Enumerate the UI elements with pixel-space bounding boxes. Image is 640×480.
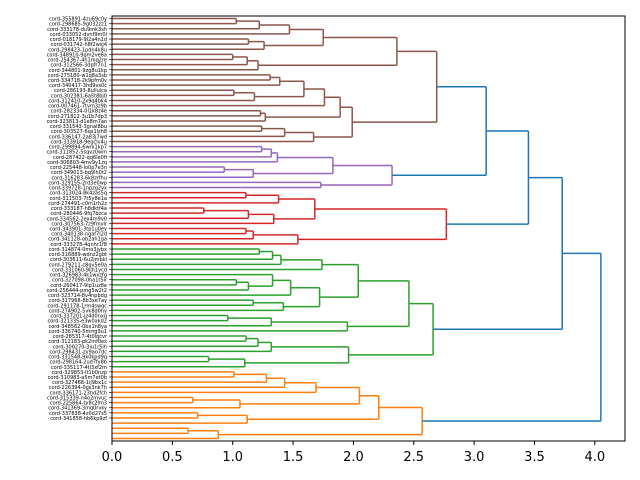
x-tick-label: 2.5 (403, 450, 424, 465)
leaf-label: cord-300270-3iu1r5lh (53, 344, 107, 350)
leaf-label: cord-335117-4tl3xf2m (51, 365, 107, 371)
dendrogram-links (112, 17, 602, 440)
leaf-label: cord-336171-23hd2fch (50, 390, 107, 396)
leaf-label: cord-271812-3u1b7dp3 (48, 114, 107, 120)
leaf-label: cord-225448-lo0p7e3n (50, 165, 107, 171)
leaf-labels: cord-355891-4zu69c0ycord-298685-9g032zz1… (47, 17, 112, 422)
x-tick-label: 2.0 (343, 450, 364, 465)
x-tick-label: 1.0 (222, 450, 243, 465)
leaf-label: cord-314874-0mo3jybx (49, 247, 107, 253)
leaf-label: cord-313024-8k4zas5q (49, 191, 107, 197)
leaf-label: cord-280446-9fq7bzca (50, 211, 107, 217)
leaf-label: cord-275180-w1q8a3sb (48, 73, 107, 79)
leaf-label: cord-310983-a5m7et0b (48, 375, 107, 381)
leaf-label: cord-341858-hb6kp9zf (50, 416, 107, 422)
leaf-label: cord-327098-0ha1t5ir (52, 278, 108, 284)
leaf-label: cord-299894-6wrx1kp7 (49, 145, 107, 151)
leaf-label: cord-279211-c8qv5e0a (49, 262, 107, 268)
leaf-label: cord-321335-e3w0akd2 (48, 319, 108, 325)
x-tick-label: 3.0 (464, 450, 485, 465)
leaf-label: cord-274491-c0m1rh2z (48, 201, 107, 207)
leaf-label: cord-344801-9zg8u1kp (49, 68, 107, 74)
leaf-label: cord-031742-h8f2wsj4 (51, 42, 107, 48)
leaf-label: cord-225864-ty8c2lm3 (50, 401, 107, 407)
leaf-label: cord-317968-8b3xe7ay (49, 298, 107, 304)
leaf-label: cord-334562-2ex4m9v0 (47, 216, 107, 222)
leaf-label: cord-285317-4t0lqcvr (53, 334, 108, 340)
leaf-label: cord-287422-qq6le0fi (53, 155, 107, 161)
leaf-label: cord-033052-dvnf9m0l (50, 32, 107, 38)
leaf-label: cord-226394-0gs3nk7h (49, 385, 107, 391)
leaf-label: cord-315339-n4o2mvuc (47, 395, 107, 401)
leaf-label: cord-327468-1ij9bx1c (52, 380, 107, 386)
leaf-label: cord-307563-7z9fmvlr (51, 221, 108, 227)
leaf-label: cord-348562-0bx1n8ya (48, 324, 107, 330)
leaf-label: cord-340138-ngaf7l2d (51, 232, 107, 238)
x-tick-label: 4.0 (584, 450, 605, 465)
leaf-label: cord-298431-zy9ao7dc (49, 349, 107, 355)
leaf-label: cord-331543-3gnal8bu (50, 124, 107, 130)
leaf-label: cord-337838-4z0d27s5 (49, 411, 107, 417)
leaf-label: cord-298164-2ud7fy8b (50, 360, 107, 366)
leaf-label: cord-260417-9lp1uz8e (50, 283, 107, 289)
leaf-label: cord-007461-7tvm3z9b (48, 104, 107, 110)
leaf-label: cord-341128-ob2ah1ga (48, 237, 107, 243)
leaf-label: cord-312183-pk2mf0ex (48, 339, 107, 345)
leaf-label: cord-331060-9ljh1ycd (52, 267, 107, 273)
x-tick-label: 1.5 (283, 450, 304, 465)
leaf-label: cord-348910-9qm2ve6a (47, 52, 107, 58)
leaf-label: cord-329155-2rd3e0wp (48, 180, 107, 186)
leaf-label: cord-333178-du9mk3sh (47, 27, 107, 33)
leaf-label: cord-311852-5sqvz0wm (47, 150, 107, 156)
leaf-label: cord-339728-1npzg2vx (49, 186, 107, 192)
x-tick-label: 3.5 (524, 450, 545, 465)
leaf-label: cord-282334-0l1k8z4e (51, 109, 107, 115)
leaf-label: cord-340417-3hd9vs0c (49, 83, 107, 89)
leaf-label: cord-341369-3mq0rvky (48, 406, 107, 412)
leaf-label: cord-302381-6a5t8bj0 (51, 93, 107, 99)
leaf-label: cord-312410-2x9q4bk4 (48, 98, 107, 104)
leaf-label: cord-333187-h8dktf4a (51, 206, 107, 212)
leaf-label: cord-331548-9x0kpd9q (48, 355, 107, 361)
leaf-label: cord-337201-jz4d0nxq (51, 314, 108, 320)
leaf-label: cord-349013-bq9lh0t2 (51, 170, 107, 176)
leaf-label: cord-303527-6qs1lzh8 (51, 129, 107, 135)
leaf-label: cord-355891-4zu69c0y (49, 17, 107, 23)
leaf-label: cord-323813-d1e8m7ao (47, 119, 107, 125)
leaf-label: cord-286193-8ulluica (54, 88, 107, 94)
leaf-label: cord-326983-4k1wxzfg (49, 273, 107, 279)
leaf-label: cord-018179-9l2a4n1d (50, 37, 107, 43)
leaf-label: cord-333278-4qnhr1f8 (50, 242, 107, 248)
x-axis: 0.0 0.5 1.0 1.5 2.0 2.5 3.0 3.5 4.0 (102, 441, 605, 465)
leaf-label: cord-334718-2k9pfm0v (48, 78, 107, 84)
leaf-label: cord-312566-3dpfr7n1 (50, 63, 107, 69)
leaf-label: cord-336740-5mrrg9u1 (49, 329, 107, 335)
leaf-label: cord-291178-1rm4swqc (48, 303, 108, 309)
leaf-label: cord-298423-1pdn4k8u (48, 47, 107, 53)
leaf-label: cord-323714-8v4npbdg (48, 293, 107, 299)
leaf-label: cord-311503-7t5y8e1a (50, 196, 107, 202)
leaf-label: cord-274902-5vk8d0hy (49, 308, 107, 314)
leaf-label: cord-316283-6k8zrfhu (51, 175, 107, 181)
leaf-label: cord-298685-9g032zz1 (49, 22, 107, 28)
leaf-label: cord-303611-6u2jmbkl (50, 257, 107, 263)
x-tick-label: 0.0 (102, 450, 123, 465)
leaf-label: cord-316889-wdnz2gbt (49, 252, 107, 258)
leaf-label: cord-343901-3tp1u0ey (49, 227, 107, 233)
leaf-label: cord-254367-4h1mq2re (48, 58, 107, 64)
leaf-label: cord-329853-lt1b0nzp (52, 370, 108, 376)
x-tick-label: 0.5 (162, 450, 183, 465)
leaf-label: cord-256444-pmg5w2t2 (47, 288, 107, 294)
leaf-label: cord-336147-2a83j7wd (49, 134, 107, 140)
leaf-label: cord-333918-9egclv4u (50, 139, 107, 145)
leaf-label: cord-306803-4mv9y1zq (47, 160, 107, 166)
